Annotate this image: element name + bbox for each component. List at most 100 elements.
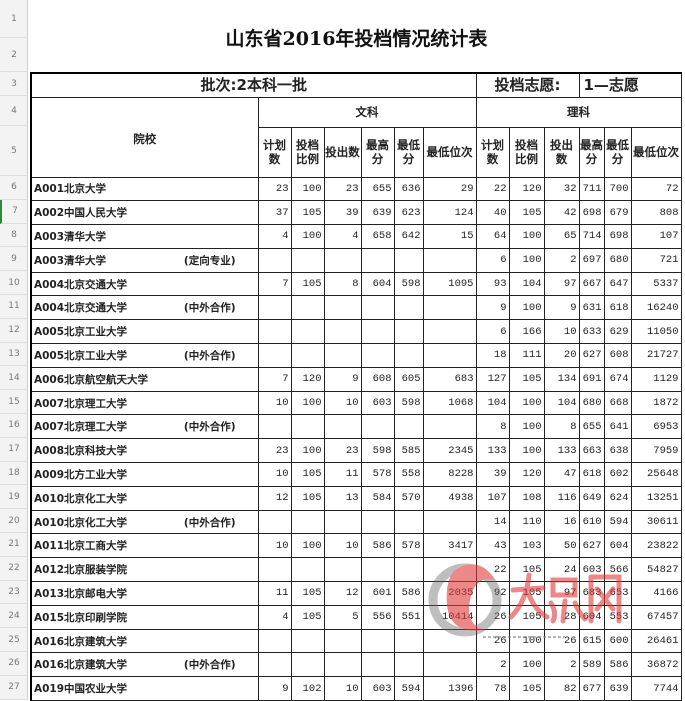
science-value-cell[interactable]: 594 xyxy=(603,509,632,535)
arts-value-cell[interactable] xyxy=(257,628,292,654)
science-value-cell[interactable]: 72 xyxy=(630,176,682,202)
row-number[interactable]: 5 xyxy=(0,126,28,176)
arts-value-cell[interactable] xyxy=(422,247,477,273)
science-value-cell[interactable]: 166 xyxy=(508,319,545,345)
science-value-cell[interactable]: 108 xyxy=(508,485,545,511)
arts-value-cell[interactable] xyxy=(257,343,292,368)
school-name-cell[interactable]: A016北京建筑大学 (中外合作) xyxy=(30,652,259,678)
science-value-cell[interactable]: 100 xyxy=(508,628,545,654)
science-value-cell[interactable]: 589 xyxy=(578,652,605,678)
arts-value-cell[interactable]: 9 xyxy=(257,676,292,701)
arts-value-cell[interactable]: 642 xyxy=(393,224,424,249)
arts-value-cell[interactable] xyxy=(257,295,292,321)
arts-value-cell[interactable] xyxy=(290,414,325,440)
arts-value-cell[interactable]: 5 xyxy=(323,604,362,630)
school-name-cell[interactable]: A013北京邮电大学 xyxy=(30,581,259,606)
arts-value-cell[interactable] xyxy=(360,557,395,583)
arts-value-cell[interactable]: 7 xyxy=(257,271,292,297)
arts-value-cell[interactable] xyxy=(290,343,325,368)
science-value-cell[interactable]: 22 xyxy=(475,176,510,202)
science-value-cell[interactable]: 32 xyxy=(543,176,580,202)
science-value-cell[interactable]: 107 xyxy=(475,485,510,511)
science-value-cell[interactable]: 39 xyxy=(475,462,510,487)
arts-value-cell[interactable]: 39 xyxy=(323,200,362,226)
science-value-cell[interactable]: 47 xyxy=(543,462,580,487)
arts-value-cell[interactable] xyxy=(393,557,424,583)
arts-value-cell[interactable] xyxy=(393,343,424,368)
arts-value-cell[interactable]: 578 xyxy=(360,462,395,487)
science-value-cell[interactable]: 663 xyxy=(578,438,605,464)
arts-value-cell[interactable] xyxy=(323,343,362,368)
arts-value-cell[interactable]: 594 xyxy=(393,676,424,701)
arts-value-cell[interactable]: 1095 xyxy=(422,271,477,297)
science-value-cell[interactable]: 667 xyxy=(578,271,605,297)
arts-value-cell[interactable]: 100 xyxy=(290,438,325,464)
arts-value-cell[interactable] xyxy=(360,247,395,273)
arts-value-cell[interactable] xyxy=(393,652,424,678)
arts-value-cell[interactable] xyxy=(290,295,325,321)
row-number[interactable]: 27 xyxy=(0,676,28,700)
arts-value-cell[interactable]: 100 xyxy=(290,224,325,249)
arts-value-cell[interactable]: 12 xyxy=(257,485,292,511)
arts-value-cell[interactable] xyxy=(257,557,292,583)
arts-value-cell[interactable] xyxy=(323,414,362,440)
science-value-cell[interactable]: 2 xyxy=(543,652,580,678)
science-value-cell[interactable]: 633 xyxy=(578,319,605,345)
row-number[interactable]: 11 xyxy=(0,295,28,319)
science-value-cell[interactable]: 808 xyxy=(630,200,682,226)
arts-value-cell[interactable]: 124 xyxy=(422,200,477,226)
row-number[interactable]: 2 xyxy=(0,38,28,72)
science-value-cell[interactable]: 1129 xyxy=(630,366,682,392)
arts-value-cell[interactable]: 586 xyxy=(360,533,395,559)
arts-value-cell[interactable]: 8 xyxy=(323,271,362,297)
school-name-cell[interactable]: A004北京交通大学 xyxy=(30,271,259,297)
science-value-cell[interactable]: 7744 xyxy=(630,676,682,701)
science-value-cell[interactable]: 107 xyxy=(630,224,682,249)
arts-value-cell[interactable] xyxy=(323,628,362,654)
row-number[interactable]: 17 xyxy=(0,438,28,462)
science-value-cell[interactable]: 93 xyxy=(475,271,510,297)
arts-value-cell[interactable]: 102 xyxy=(290,676,325,701)
row-number[interactable]: 3 xyxy=(0,72,28,96)
school-name-cell[interactable]: A005北京工业大学 (中外合作) xyxy=(30,343,259,368)
science-value-cell[interactable]: 600 xyxy=(603,628,632,654)
science-value-cell[interactable]: 683 xyxy=(578,581,605,606)
science-value-cell[interactable]: 50 xyxy=(543,533,580,559)
science-value-cell[interactable]: 104 xyxy=(475,390,510,416)
science-value-cell[interactable]: 697 xyxy=(578,247,605,273)
science-value-cell[interactable]: 26 xyxy=(475,628,510,654)
school-name-cell[interactable]: A009北方工业大学 xyxy=(30,462,259,487)
row-number[interactable]: 23 xyxy=(0,581,28,605)
science-value-cell[interactable]: 54827 xyxy=(630,557,682,583)
science-value-cell[interactable]: 691 xyxy=(578,366,605,392)
science-value-cell[interactable]: 4166 xyxy=(630,581,682,606)
arts-value-cell[interactable]: 1396 xyxy=(422,676,477,701)
school-name-cell[interactable]: A007北京理工大学 (中外合作) xyxy=(30,414,259,440)
arts-value-cell[interactable]: 105 xyxy=(290,271,325,297)
arts-value-cell[interactable]: 586 xyxy=(393,581,424,606)
science-value-cell[interactable]: 26 xyxy=(543,628,580,654)
science-value-cell[interactable]: 647 xyxy=(603,271,632,297)
science-value-cell[interactable]: 674 xyxy=(603,366,632,392)
science-value-cell[interactable]: 604 xyxy=(578,604,605,630)
arts-value-cell[interactable]: 603 xyxy=(360,390,395,416)
arts-value-cell[interactable]: 10414 xyxy=(422,604,477,630)
science-value-cell[interactable]: 655 xyxy=(578,414,605,440)
science-value-cell[interactable]: 105 xyxy=(508,200,545,226)
arts-value-cell[interactable] xyxy=(422,343,477,368)
science-value-cell[interactable]: 629 xyxy=(603,319,632,345)
science-value-cell[interactable]: 6 xyxy=(475,247,510,273)
arts-value-cell[interactable]: 15 xyxy=(422,224,477,249)
arts-value-cell[interactable]: 10 xyxy=(323,390,362,416)
arts-value-cell[interactable]: 605 xyxy=(393,366,424,392)
science-value-cell[interactable]: 105 xyxy=(508,366,545,392)
science-value-cell[interactable]: 8 xyxy=(475,414,510,440)
science-value-cell[interactable]: 11050 xyxy=(630,319,682,345)
science-value-cell[interactable]: 97 xyxy=(543,271,580,297)
arts-value-cell[interactable] xyxy=(422,295,477,321)
arts-value-cell[interactable] xyxy=(323,652,362,678)
school-name-cell[interactable]: A012北京服装学院 xyxy=(30,557,259,583)
arts-value-cell[interactable]: 7 xyxy=(257,366,292,392)
arts-value-cell[interactable]: 3417 xyxy=(422,533,477,559)
science-value-cell[interactable]: 67457 xyxy=(630,604,682,630)
